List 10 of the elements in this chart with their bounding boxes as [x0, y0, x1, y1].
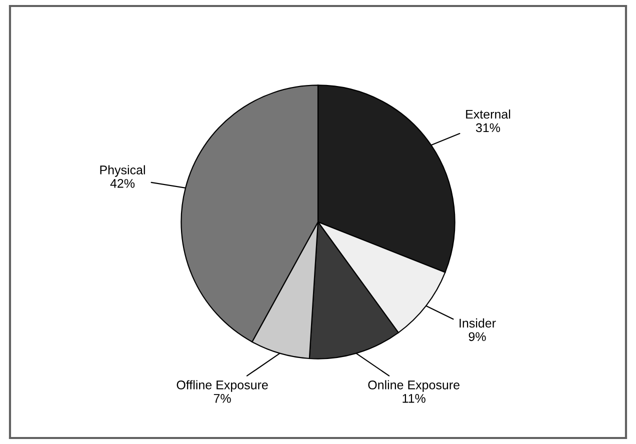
slice-label: Physical	[100, 165, 145, 177]
data-label: 11%	[402, 394, 426, 403]
data-label: 9%	[468, 332, 486, 342]
data-label: 7%	[214, 394, 231, 403]
data-label: 42%	[110, 179, 135, 188]
slice-label: Offline Exposure	[176, 380, 268, 392]
data-label: 31%	[476, 123, 500, 132]
slice-label: Insider	[460, 318, 496, 328]
slice-label: External	[466, 110, 510, 119]
slice-label: Online Exposure	[368, 380, 460, 392]
